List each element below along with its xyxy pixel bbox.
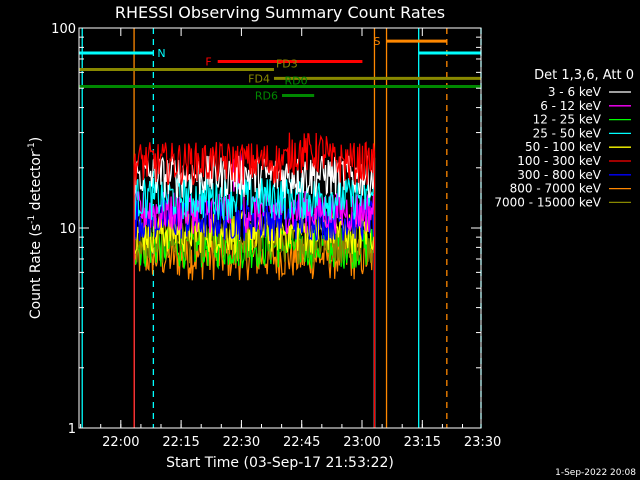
legend-label: 25 - 50 keV xyxy=(533,126,602,140)
x-tick-label: 22:15 xyxy=(162,435,199,450)
annotation-label: F xyxy=(205,55,211,68)
plot-layer: N S F FD3 FD4 RD0 RD6 xyxy=(79,28,482,428)
x-tick-label: 22:30 xyxy=(223,435,260,450)
legend-label: 3 - 6 keV xyxy=(548,85,602,99)
y-axis-label: Count Rate (s-1 detector-1) xyxy=(27,137,44,319)
legend-label: 6 - 12 keV xyxy=(540,99,602,113)
footer-date: 1-Sep-2022 20:08 xyxy=(555,468,636,478)
annotation-label: N xyxy=(157,47,165,60)
series-line xyxy=(133,132,376,428)
legend-label: 300 - 800 keV xyxy=(517,168,601,182)
legend-label: 7000 - 15000 keV xyxy=(494,195,601,209)
legend-title: Det 1,3,6, Att 0 xyxy=(534,68,634,83)
series-line xyxy=(133,236,376,428)
annotation-label: FD3 xyxy=(276,58,298,71)
annotation-label: S xyxy=(374,35,381,48)
legend-label: 12 - 25 keV xyxy=(533,113,602,127)
y-tick-label: 100 xyxy=(51,22,76,37)
series-line xyxy=(133,176,376,428)
x-tick-label: 23:00 xyxy=(343,435,380,450)
legend-label: 100 - 300 keV xyxy=(517,154,601,168)
legend-label: 50 - 100 keV xyxy=(525,140,602,154)
y-tick-label: 1 xyxy=(68,422,76,437)
x-tick-label: 23:15 xyxy=(404,435,441,450)
annotation-label: RD6 xyxy=(255,89,278,102)
x-axis-label: Start Time (03-Sep-17 21:53:22) xyxy=(166,455,394,471)
annotation-label: FD4 xyxy=(248,72,270,85)
y-tick-label: 10 xyxy=(59,222,76,237)
x-tick-label: 22:45 xyxy=(283,435,320,450)
svg-text:Count Rate (s-1 detector-1): Count Rate (s-1 detector-1) xyxy=(27,137,44,319)
x-tick-label: 22:00 xyxy=(102,435,139,450)
annotation-label: RD0 xyxy=(285,74,308,87)
series-line xyxy=(133,219,376,428)
legend-label: 800 - 7000 keV xyxy=(510,182,602,196)
chart-title: RHESSI Observing Summary Count Rates xyxy=(115,3,445,22)
axes-layer: 22:00 22:15 22:30 22:45 23:00 23:15 23:30 1 10 10… xyxy=(51,22,501,450)
x-tick-label: 23:30 xyxy=(464,435,501,450)
